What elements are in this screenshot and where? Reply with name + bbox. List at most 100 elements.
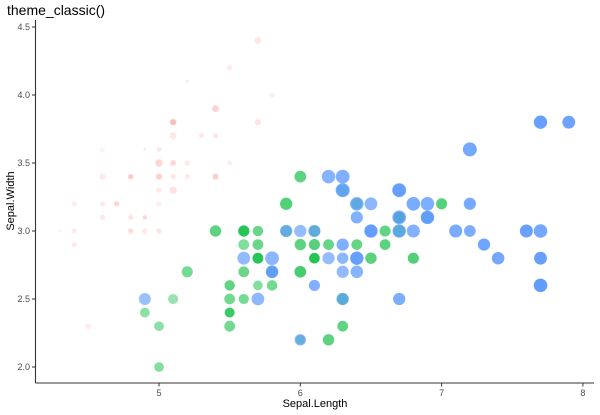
point-setosa <box>143 215 147 219</box>
point-versicolor <box>436 198 448 210</box>
point-virginica <box>237 251 251 265</box>
point-setosa <box>184 160 190 166</box>
points-layer <box>58 37 576 372</box>
point-virginica <box>392 210 407 225</box>
point-setosa <box>169 132 177 140</box>
point-versicolor <box>308 239 320 251</box>
point-virginica <box>280 224 293 238</box>
point-virginica <box>350 197 364 211</box>
point-virginica <box>406 224 420 238</box>
point-virginica <box>364 224 378 238</box>
point-versicolor <box>224 293 236 305</box>
point-virginica <box>533 224 548 238</box>
point-setosa <box>254 119 261 126</box>
point-setosa <box>99 146 106 153</box>
point-versicolor <box>294 265 307 278</box>
x-tick-label: 7 <box>439 388 444 398</box>
point-virginica <box>420 197 435 211</box>
point-virginica <box>336 292 349 306</box>
point-virginica <box>335 183 350 198</box>
point-versicolor <box>238 293 249 305</box>
point-setosa <box>156 146 162 153</box>
chart-title: theme_classic() <box>7 2 105 18</box>
point-setosa <box>113 201 120 207</box>
y-tick-label: 3.0 <box>17 226 30 236</box>
point-virginica <box>562 115 576 129</box>
point-setosa <box>128 173 134 180</box>
point-setosa <box>128 214 134 221</box>
x-tick-label: 6 <box>298 388 303 398</box>
point-versicolor <box>224 320 236 332</box>
point-setosa <box>212 173 219 181</box>
point-setosa <box>99 201 106 207</box>
y-axis-title: Sepal.Width <box>5 171 17 230</box>
x-axis-ticks: 5 6 7 8 <box>156 383 585 398</box>
point-virginica <box>138 293 151 305</box>
point-setosa <box>170 119 177 126</box>
point-virginica <box>294 224 307 238</box>
point-setosa <box>71 201 77 207</box>
point-virginica <box>464 225 476 237</box>
point-versicolor <box>181 266 193 278</box>
y-tick-label: 2.0 <box>17 362 30 372</box>
point-versicolor <box>365 252 377 264</box>
point-setosa <box>154 158 164 168</box>
point-versicolor <box>253 280 263 291</box>
point-virginica <box>534 251 547 265</box>
point-setosa <box>127 227 134 235</box>
point-setosa <box>85 323 92 330</box>
point-setosa <box>99 214 106 221</box>
point-virginica <box>392 224 406 238</box>
point-setosa <box>142 228 148 234</box>
point-virginica <box>335 169 350 184</box>
point-versicolor <box>140 307 150 318</box>
point-setosa <box>227 65 233 71</box>
point-setosa <box>128 173 134 180</box>
point-setosa <box>170 159 177 167</box>
point-setosa <box>156 173 162 180</box>
point-setosa <box>143 147 147 151</box>
point-virginica <box>336 265 349 278</box>
point-virginica <box>393 292 406 306</box>
point-versicolor <box>252 225 264 237</box>
point-versicolor <box>379 225 391 237</box>
point-versicolor <box>379 239 391 250</box>
point-virginica <box>336 252 349 264</box>
point-virginica <box>519 224 533 238</box>
point-setosa <box>156 201 162 207</box>
point-setosa <box>212 105 219 113</box>
point-virginica <box>463 197 476 210</box>
point-virginica <box>336 238 349 251</box>
y-tick-label: 3.5 <box>17 158 30 168</box>
point-setosa <box>212 133 219 139</box>
point-virginica <box>308 279 320 291</box>
point-versicolor <box>266 280 278 291</box>
point-setosa <box>155 159 163 167</box>
point-virginica <box>462 142 477 157</box>
point-virginica <box>265 265 279 279</box>
point-versicolor <box>309 252 320 264</box>
x-axis-title: Sepal.Length <box>283 398 348 410</box>
point-virginica <box>449 224 463 238</box>
point-versicolor <box>252 239 264 250</box>
point-versicolor <box>280 197 293 210</box>
point-versicolor <box>294 238 306 251</box>
point-virginica <box>265 251 279 266</box>
point-setosa <box>185 79 189 83</box>
point-setosa <box>184 173 190 180</box>
point-virginica <box>406 197 421 211</box>
point-versicolor <box>252 252 264 264</box>
point-versicolor <box>294 170 307 183</box>
point-versicolor <box>322 334 335 346</box>
point-versicolor <box>224 307 235 318</box>
point-versicolor <box>154 321 164 332</box>
y-tick-label: 2.5 <box>17 294 30 304</box>
y-tick-label: 4.0 <box>17 90 30 100</box>
y-tick-label: 4.5 <box>17 22 30 32</box>
point-virginica <box>491 251 505 265</box>
x-tick-label: 8 <box>580 388 585 398</box>
x-tick-label: 5 <box>156 388 161 398</box>
point-setosa <box>71 228 77 234</box>
point-versicolor <box>238 239 250 250</box>
